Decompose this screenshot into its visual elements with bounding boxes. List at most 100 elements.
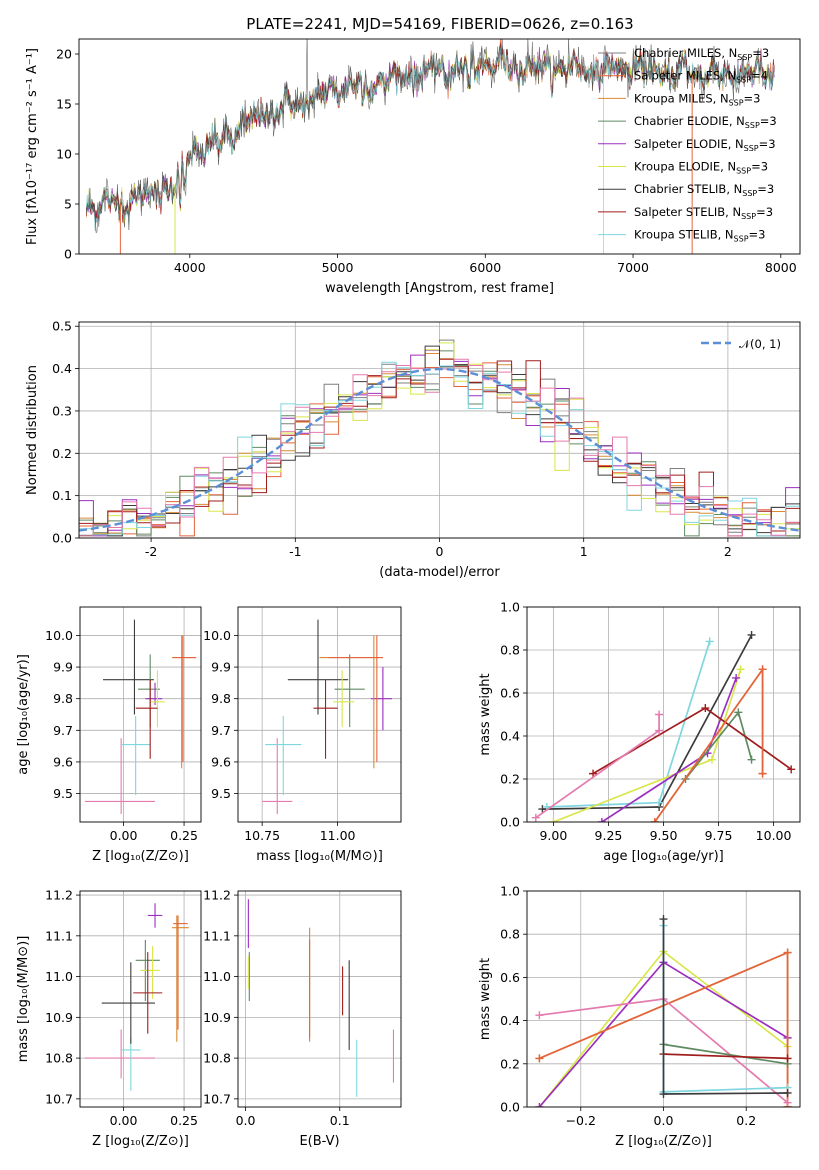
residuals-ytick-label: 0.0 <box>52 531 72 546</box>
spectrum-legend-label: Salpeter STELIB, NSSP=3 <box>634 205 773 221</box>
age_vs_mass-plot <box>262 619 392 815</box>
massweight_vs_Z-point-marker <box>783 1088 792 1097</box>
age_vs_Z-ytick-label: 9.6 <box>53 754 73 769</box>
mass_vs_Z-ytick-label: 11.2 <box>45 888 73 903</box>
massweight_vs_age-point-marker <box>655 726 664 735</box>
mass_vs_EBV-frame <box>237 890 402 1108</box>
age_vs_Z-ytick-label: 9.8 <box>53 691 73 706</box>
residuals-xlabel: (data-model)/error <box>379 565 500 580</box>
massweight_vs_Z-xtick-label: 0.2 <box>736 1113 756 1128</box>
massweight_vs_age-point-marker <box>705 637 714 646</box>
spectrum-ylabel: Flux [fλ10⁻¹⁷ erg cm⁻² s⁻¹ A⁻¹] <box>25 48 40 245</box>
massweight_vs_age-ytick-label: 1.0 <box>500 600 520 615</box>
massweight_vs_age-xlabel: age [log₁₀(age/yr)] <box>603 849 724 864</box>
massweight_vs_Z-point-marker <box>659 915 668 924</box>
massweight_vs_age-xtick-label: 9.00 <box>539 828 567 843</box>
massweight_vs_age-point-marker <box>734 708 743 717</box>
massweight_vs_Z-series-line <box>663 1043 788 1065</box>
mass_vs_Z-xtick-label: 0.25 <box>170 1113 198 1128</box>
massweight_vs_age-point-marker <box>747 755 756 764</box>
massweight_vs_age-xtick-label: 9.75 <box>705 828 733 843</box>
figure-title: PLATE=2241, MJD=54169, FIBERID=0626, z=0… <box>246 15 633 33</box>
massweight_vs_age-axes: 9.00 9.25 9.50 9.75 10.00 0.0 0.2 0.4 0.6 0.8 1.0 a… <box>478 600 800 864</box>
mass_vs_Z-ytick-label: 10.9 <box>45 1010 73 1025</box>
massweight_vs_age-point-marker <box>549 818 558 822</box>
spectrum-xtick-label: 7000 <box>617 260 649 275</box>
massweight_vs_age-point-marker <box>655 710 664 719</box>
spectrum-ytick-label: 0 <box>64 247 72 262</box>
age_vs_mass-xtick-label: 11.00 <box>320 828 356 843</box>
massweight_vs_Z-frame <box>526 890 801 1108</box>
age_vs_Z-axes: 0.00 0.25 9.5 9.6 9.7 9.8 9.9 10.0 Z [log₁₀(Z/Z⊙… <box>16 607 201 864</box>
massweight_vs_age-point-marker <box>531 813 540 822</box>
massweight_vs_age-xtick-label: 9.50 <box>650 828 678 843</box>
residuals-step-line <box>79 350 800 537</box>
age_vs_Z-xtick-label: 0.25 <box>170 828 198 843</box>
massweight_vs_Z-xtick-label: −0.2 <box>566 1113 596 1128</box>
massweight_vs_Z-point-marker <box>783 1098 792 1107</box>
massweight_vs_age-plot <box>531 630 796 822</box>
spectrum-legend-label: Salpeter MILES, NSSP=4 <box>634 69 768 85</box>
spectrum-legend-label: Chabrier ELODIE, NSSP=3 <box>634 114 777 130</box>
spectrum-ytick-label: 5 <box>64 197 72 212</box>
mass_vs_Z-frame <box>79 890 202 1108</box>
residuals-plot <box>79 339 800 537</box>
age_vs_Z-ytick-label: 9.9 <box>53 660 73 675</box>
mass_vs_Z-ylabel: mass [log₁₀(M/M⊙)] <box>16 936 31 1063</box>
massweight_vs_age-frame <box>526 606 801 823</box>
massweight_vs_age-ytick-label: 0.8 <box>500 643 520 658</box>
massweight_vs_age-point-marker <box>732 673 741 682</box>
mass_vs_Z-xtick-label: 0.00 <box>110 1113 138 1128</box>
mass_vs_EBV-xlabel: E(B-V) <box>299 1134 339 1149</box>
mass_vs_EBV-xtick-label: 0.1 <box>330 1113 350 1128</box>
age_vs_mass-ytick-label: 9.8 <box>211 691 231 706</box>
residuals-xtick-label: 0 <box>436 544 444 559</box>
massweight_vs_Z-plot <box>535 915 792 1107</box>
massweight_vs_age-ytick-label: 0.0 <box>500 815 520 830</box>
spectrum-legend-label: Kroupa MILES, NSSP=3 <box>634 91 760 107</box>
massweight_vs_age-ytick-label: 0.6 <box>500 686 520 701</box>
massweight_vs_age-ylabel: mass weight <box>478 673 493 755</box>
massweight_vs_age-point-marker <box>736 665 745 674</box>
mass_vs_EBV-ytick-label: 10.8 <box>203 1051 231 1066</box>
massweight_vs_age-point-marker <box>701 704 710 713</box>
residuals-axes: -2 -1 0 1 2 0.0 0.1 0.2 0.3 0.4 0.5 (data-model)/er… <box>25 319 800 580</box>
spectrum-legend: Chabrier MILES, NSSP=3 Salpeter MILES, NS… <box>598 46 777 244</box>
mass_vs_Z-ytick-label: 10.8 <box>45 1051 73 1066</box>
spectrum-ytick-label: 10 <box>56 147 72 162</box>
mass_vs_EBV-ytick-label: 11.2 <box>203 888 231 903</box>
residuals-xtick-label: -2 <box>145 544 157 559</box>
massweight_vs_age-point-marker <box>655 798 664 807</box>
massweight_vs_Z-point-marker <box>659 1090 668 1099</box>
mass_vs_Z-xlabel: Z [log₁₀(Z/Z⊙)] <box>92 1134 189 1149</box>
age_vs_mass-xlabel: mass [log₁₀(M/M⊙)] <box>256 849 383 864</box>
massweight_vs_Z-ytick-label: 1.0 <box>500 884 520 899</box>
mass_vs_Z-ytick-label: 10.7 <box>45 1091 73 1106</box>
age_vs_mass-frame <box>237 606 402 823</box>
massweight_vs_Z-xtick-label: 0.0 <box>654 1113 674 1128</box>
spectrum-ytick-label: 15 <box>56 97 72 112</box>
mass_vs_EBV-axes: 0.0 0.1 10.7 10.8 10.9 11.0 11.1 11.2 E(B-V) <box>203 888 401 1149</box>
age_vs_Z-ytick-label: 9.7 <box>53 723 73 738</box>
age_vs_mass-xtick-label: 10.75 <box>244 828 280 843</box>
massweight_vs_Z-ytick-label: 0.0 <box>500 1100 520 1115</box>
massweight_vs_age-xtick-label: 9.25 <box>595 828 623 843</box>
residuals-ytick-label: 0.4 <box>52 361 72 376</box>
mass_vs_EBV-xtick-label: 0.0 <box>236 1113 256 1128</box>
spectrum-xtick-label: 6000 <box>469 260 501 275</box>
residuals-ytick-label: 0.5 <box>52 319 72 334</box>
massweight_vs_Z-ytick-label: 0.4 <box>500 1013 520 1028</box>
massweight_vs_age-point-marker <box>707 755 716 764</box>
massweight_vs_age-point-marker <box>787 765 796 774</box>
age_vs_mass-ytick-label: 9.5 <box>211 786 231 801</box>
massweight_vs_Z-xlabel: Z [log₁₀(Z/Z⊙)] <box>615 1134 712 1149</box>
spectrum-legend-label: Chabrier STELIB, NSSP=3 <box>634 182 774 198</box>
mass_vs_Z-axes: 0.00 0.25 10.7 10.8 10.9 11.0 11.1 11.2 Z [log₁₀… <box>16 888 201 1149</box>
spectrum-axes: 4000 5000 6000 7000 8000 0 5 10 15 20 wavelength [… <box>25 47 797 297</box>
residuals-normal-curve <box>79 367 800 532</box>
spectrum-data-line <box>86 39 775 234</box>
spectrum-frame <box>78 38 801 255</box>
massweight_vs_age-xtick-label: 10.00 <box>756 828 792 843</box>
massweight_vs_age-point-marker <box>597 818 606 822</box>
